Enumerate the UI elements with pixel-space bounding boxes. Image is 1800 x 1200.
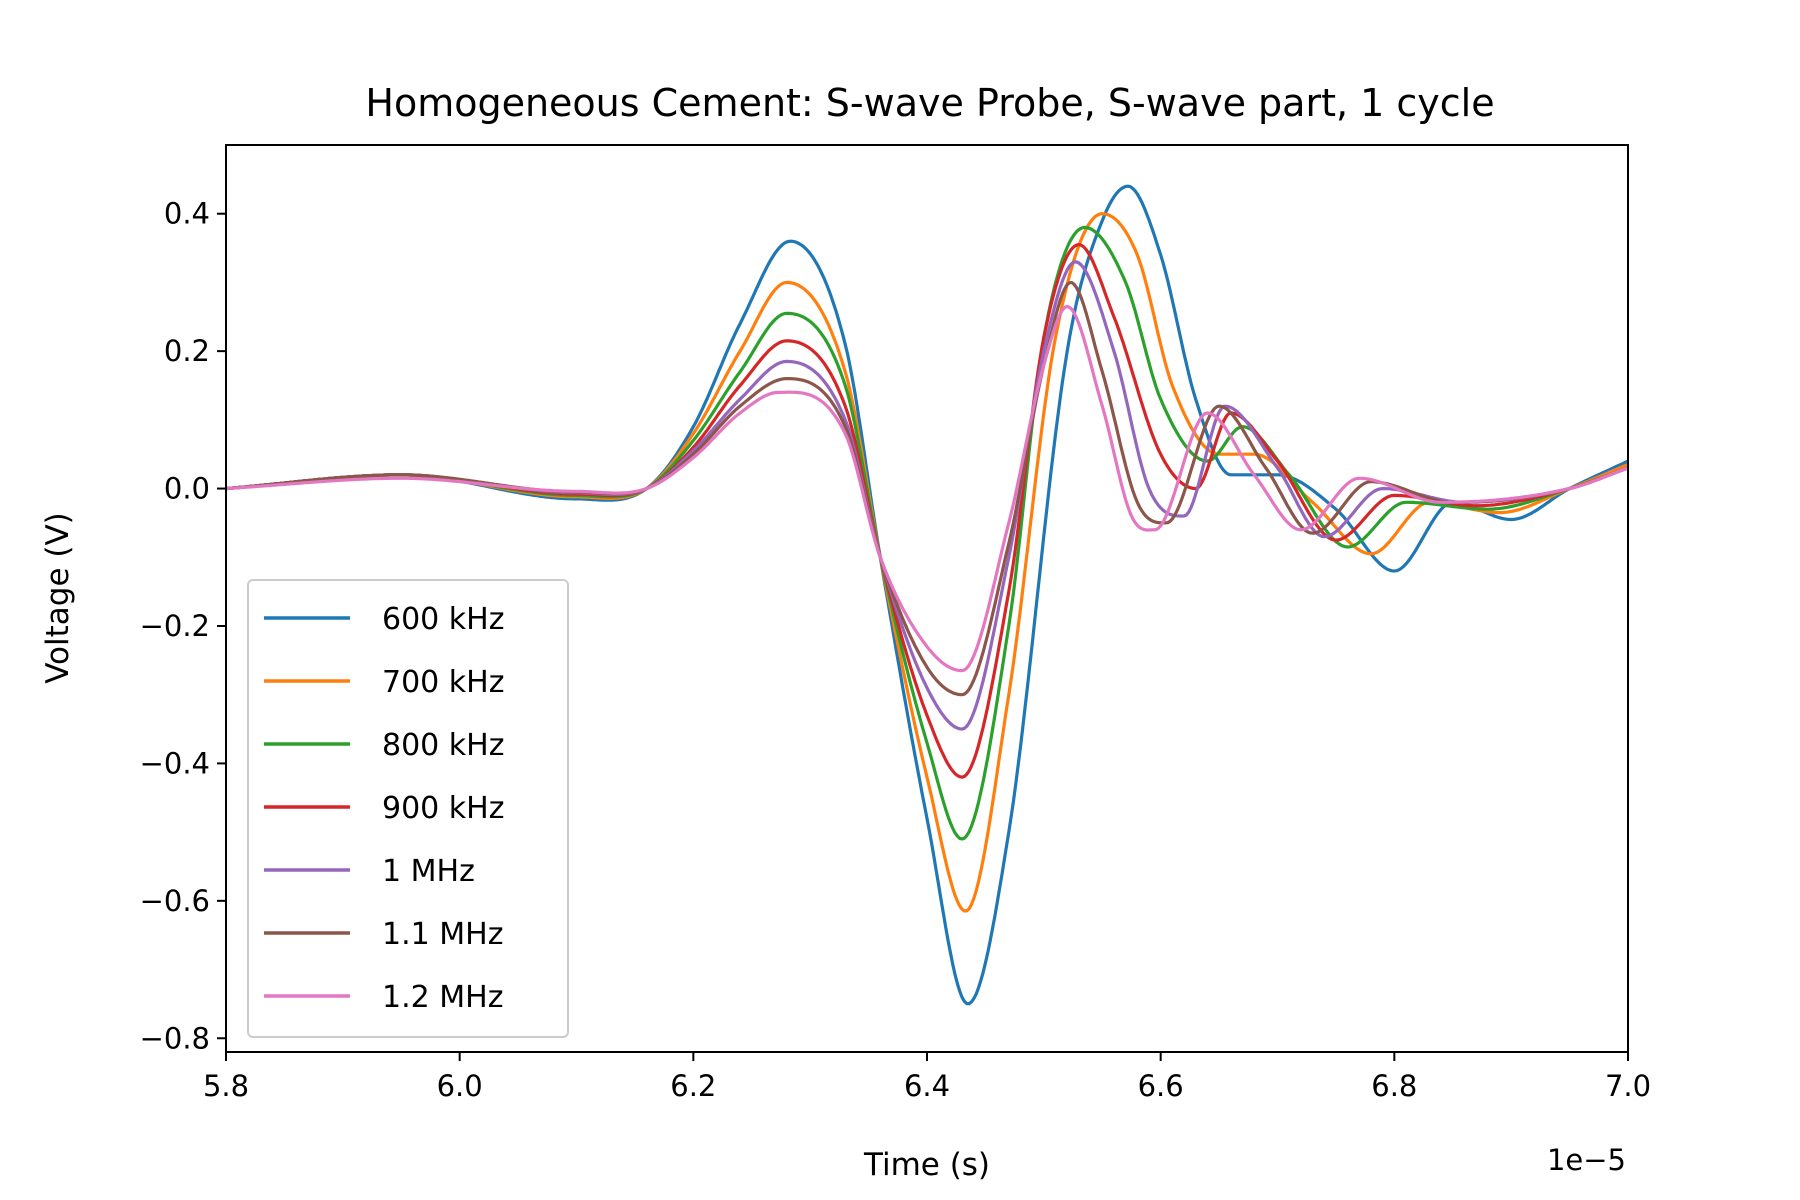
y-tick-label: 0.4	[164, 197, 210, 231]
series-group	[226, 184, 1628, 1006]
legend: 600 kHz 700 kHz 800 kHz 900 kHz 1 MHz 1.1 MHz…	[247, 579, 569, 1038]
plot-area: 5.8 6.0 6.2 6.4 6.6 6.8 7.0 0.4 0.2 0.0 −0.2 −0.4 −…	[140, 144, 1651, 1103]
x-tick-label: 6.2	[670, 1069, 716, 1103]
y-tick-label: −0.6	[140, 884, 210, 918]
x-tick-label: 6.6	[1138, 1069, 1184, 1103]
chart-title: Homogeneous Cement: S-wave Probe, S-wave…	[365, 81, 1494, 125]
y-axis: 0.4 0.2 0.0 −0.2 −0.4 −0.6 −0.8	[140, 197, 226, 1055]
legend-label: 1.2 MHz	[382, 980, 503, 1015]
y-tick-label: −0.2	[140, 609, 210, 643]
series-line-5	[226, 281, 1628, 697]
y-tick-label: 0.2	[164, 334, 210, 368]
x-tick-label: 6.4	[904, 1069, 950, 1103]
legend-box	[247, 579, 569, 1038]
legend-label: 1.1 MHz	[382, 917, 503, 952]
legend-label: 1 MHz	[382, 854, 475, 889]
y-tick-label: 0.0	[164, 472, 210, 506]
x-axis-label: Time (s)	[863, 1147, 990, 1183]
x-axis: 5.8 6.0 6.2 6.4 6.6 6.8 7.0	[203, 1052, 1651, 1103]
legend-label: 600 kHz	[382, 602, 504, 637]
y-axis-label: Voltage (V)	[40, 512, 76, 684]
legend-label: 700 kHz	[382, 665, 504, 700]
legend-label: 900 kHz	[382, 791, 504, 826]
series-line-6	[226, 304, 1628, 673]
x-tick-label: 5.8	[203, 1069, 249, 1103]
y-tick-label: −0.8	[140, 1021, 210, 1055]
x-tick-label: 6.8	[1371, 1069, 1417, 1103]
legend-label: 800 kHz	[382, 728, 504, 763]
x-tick-label: 7.0	[1605, 1069, 1651, 1103]
x-axis-offset-label: 1e−5	[1547, 1143, 1626, 1177]
y-tick-label: −0.4	[140, 746, 210, 780]
x-tick-label: 6.0	[437, 1069, 483, 1103]
